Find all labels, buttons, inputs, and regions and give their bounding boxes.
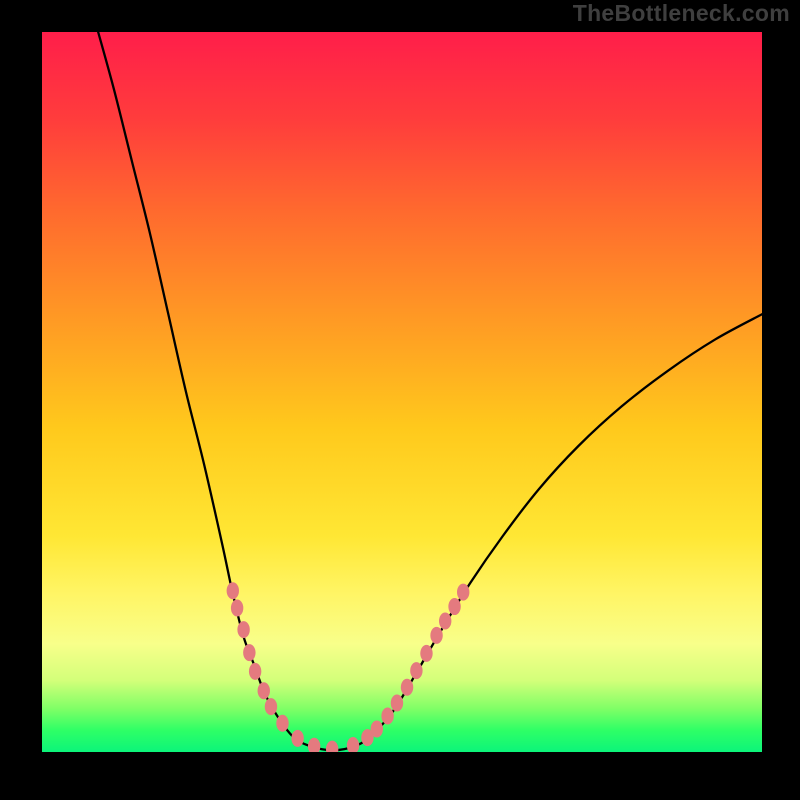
curve-marker [243, 644, 255, 661]
plot-area [42, 32, 762, 752]
watermark-text: TheBottleneck.com [573, 0, 790, 27]
curve-marker [237, 621, 249, 638]
curve-marker [249, 663, 261, 680]
curve-marker [457, 584, 469, 601]
curve-marker [430, 627, 442, 644]
curve-marker [371, 720, 383, 737]
curve-marker [227, 582, 239, 599]
curve-marker [420, 645, 432, 662]
curve-marker [391, 695, 403, 712]
gradient-background [42, 32, 762, 752]
curve-marker [258, 682, 270, 699]
curve-marker [291, 730, 303, 747]
curve-marker [439, 612, 451, 629]
plot-svg [42, 32, 762, 752]
curve-marker [276, 715, 288, 732]
curve-marker [448, 598, 460, 615]
curve-marker [265, 698, 277, 715]
curve-marker [401, 679, 413, 696]
curve-marker [381, 708, 393, 725]
chart-stage: TheBottleneck.com [0, 0, 800, 800]
curve-marker [231, 600, 243, 617]
curve-marker [410, 662, 422, 679]
